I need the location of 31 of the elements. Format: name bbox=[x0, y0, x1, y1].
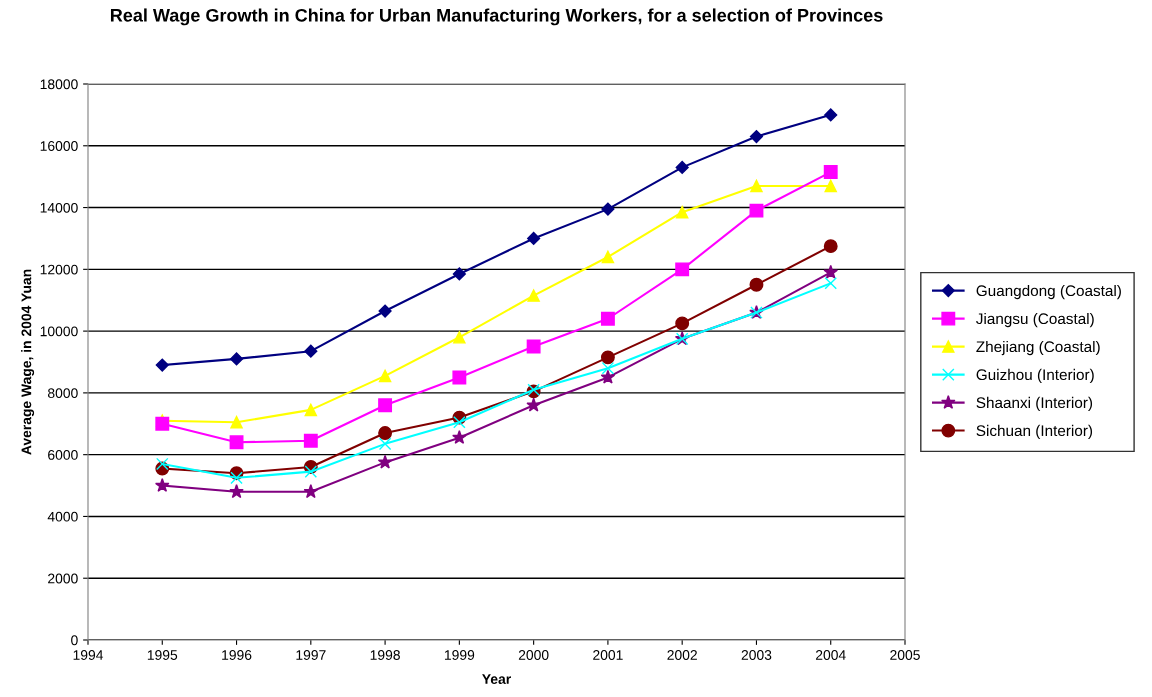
legend-label: Zhejiang (Coastal) bbox=[976, 340, 1100, 356]
x-tick-label: 1996 bbox=[222, 650, 252, 660]
y-tick-label: 8000 bbox=[47, 388, 78, 399]
legend-label: Jiangsu (Coastal) bbox=[976, 312, 1094, 328]
y-tick-label: 6000 bbox=[48, 450, 78, 460]
x-tick-label: 1995 bbox=[147, 650, 178, 660]
x-axis-title: Year bbox=[482, 674, 511, 684]
x-tick-label: 1994 bbox=[73, 650, 104, 660]
y-tick-label: 10000 bbox=[40, 326, 78, 337]
y-tick-label: 12000 bbox=[40, 264, 78, 275]
legend-label: Shaanxi (Interior) bbox=[976, 396, 1093, 412]
x-tick-label: 1998 bbox=[370, 650, 400, 660]
chart-title: Real Wage Growth in China for Urban Manufacturing Workers, for a selection of Provinces bbox=[110, 8, 883, 26]
x-tick-label: 1999 bbox=[444, 650, 475, 660]
y-axis-title: Average Wage, in 2004 Yuan bbox=[21, 269, 35, 455]
y-tick-label: 4000 bbox=[47, 511, 78, 522]
x-tick-label: 2001 bbox=[593, 650, 623, 660]
legend-label: Sichuan (Interior) bbox=[976, 424, 1093, 440]
y-tick-label: 0 bbox=[71, 635, 78, 646]
y-tick-label: 18000 bbox=[40, 79, 78, 90]
x-tick-label: 2002 bbox=[667, 650, 697, 660]
legend-label: Guizhou (Interior) bbox=[976, 368, 1094, 384]
x-tick-label: 1997 bbox=[296, 650, 326, 660]
x-tick-label: 2000 bbox=[518, 650, 549, 660]
x-tick-label: 2003 bbox=[741, 650, 772, 660]
legend-label: Guangdong (Coastal) bbox=[976, 284, 1121, 300]
y-tick-label: 2000 bbox=[48, 573, 78, 584]
y-tick-label: 16000 bbox=[40, 141, 78, 151]
x-tick-label: 2005 bbox=[890, 650, 920, 660]
x-tick-label: 2004 bbox=[815, 650, 846, 660]
y-tick-label: 14000 bbox=[40, 202, 78, 213]
